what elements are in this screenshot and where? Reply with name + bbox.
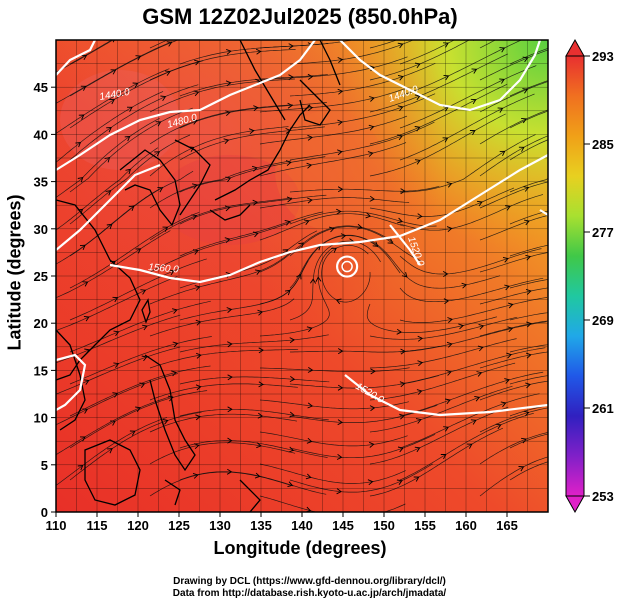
y-tick-label: 20 [34,316,48,331]
colorbar-tick-label: 269 [592,313,614,328]
y-tick-label: 10 [34,411,48,426]
x-tick-label: 135 [250,518,272,533]
x-tick-label: 120 [127,518,149,533]
x-tick-label: 145 [332,518,354,533]
y-tick-label: 0 [41,505,48,520]
x-tick-label: 160 [455,518,477,533]
chart-title: GSM 12Z02Jul2025 (850.0hPa) [142,4,458,29]
lat-lon-grid [56,40,548,512]
y-tick-label: 15 [34,363,48,378]
y-tick-label: 30 [34,222,48,237]
height-contours [56,40,548,417]
y-tick-label: 35 [34,175,48,190]
y-axis-title: Latitude (degrees) [4,194,25,351]
wind-streamlines [56,40,548,512]
y-tick-label: 40 [34,127,48,142]
credit-line-2: Data from http://database.rish.kyoto-u.a… [172,588,447,599]
colorbar-tick-label: 285 [592,137,614,152]
x-tick-label: 165 [496,518,518,533]
credits: Drawing by DCL (https://www.gfd-dennou.o… [0,576,619,600]
x-tick-label: 155 [414,518,436,533]
x-tick-label: 110 [46,518,67,533]
colorbar-tick-label: 253 [592,489,614,504]
x-tick-label: 150 [373,518,395,533]
y-tick-label: 5 [41,458,48,473]
credit-line-1: Drawing by DCL (https://www.gfd-dennou.o… [173,576,446,587]
x-axis-title: Longitude (degrees) [213,538,387,558]
y-tick-label: 45 [34,80,48,95]
x-tick-label: 140 [291,518,313,533]
contour-label: 1440.0 [99,87,131,103]
x-tick-label: 115 [87,518,108,533]
colorbar-tick-label: 277 [592,225,614,240]
colorbar-tick-label: 261 [592,401,614,416]
colorbar-tick-label: 293 [592,49,614,64]
x-axis-ticks: 110 115 120 125 130 135 140 145 150 155 160 165 [46,512,518,533]
contour-label: 1560.0 [148,262,180,276]
x-tick-label: 125 [168,518,190,533]
colorbar-top-arrow [565,38,585,57]
y-tick-label: 25 [34,269,48,284]
x-tick-label: 130 [209,518,231,533]
coastlines [56,40,341,512]
colorbar-bottom-arrow [565,495,585,514]
y-axis-ticks: 0 5 10 15 20 25 30 35 40 45 [34,80,56,520]
colorbar: 293 285 277 269 261 253 [565,38,614,514]
